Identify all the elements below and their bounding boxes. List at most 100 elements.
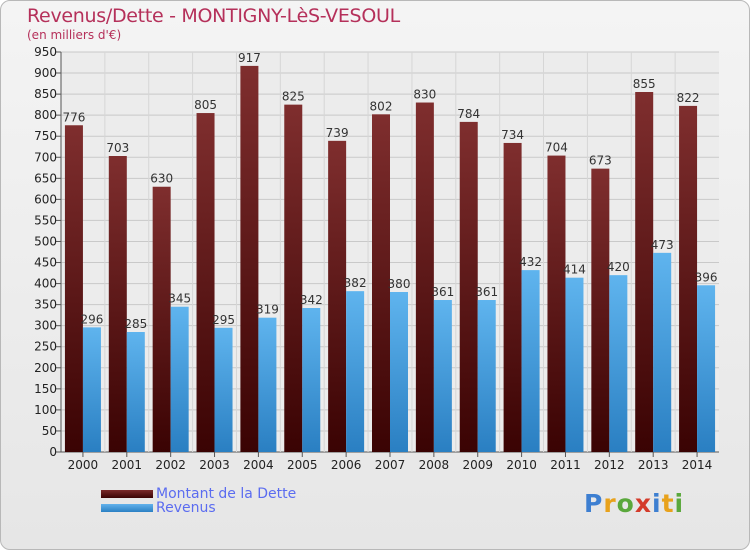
bar-revenus: [433, 300, 452, 452]
data-label-debt: 825: [282, 90, 305, 104]
x-tick-label: 2006: [331, 458, 362, 472]
bar-debt: [415, 102, 434, 453]
x-tick-label: 2000: [68, 458, 99, 472]
data-label-debt: 776: [62, 110, 85, 124]
bar-revenus: [302, 308, 321, 452]
data-label-debt: 784: [457, 107, 480, 121]
y-tick-label: 600: [34, 192, 57, 206]
bars: [64, 65, 716, 453]
data-label-revenus: 361: [431, 285, 454, 299]
x-tick-label: 2014: [682, 458, 713, 472]
x-tick-label: 2004: [243, 458, 274, 472]
data-label-revenus: 432: [519, 255, 542, 269]
data-label-debt: 703: [106, 141, 129, 155]
y-tick-label: 250: [34, 340, 57, 354]
x-tick-label: 2009: [462, 458, 493, 472]
bar-debt: [152, 186, 171, 452]
data-label-debt: 917: [238, 51, 261, 65]
data-label-debt: 830: [413, 88, 436, 102]
y-tick-label: 400: [34, 277, 57, 291]
bar-debt: [64, 125, 83, 453]
data-label-revenus: 473: [651, 238, 674, 252]
bar-debt: [679, 105, 698, 452]
data-label-debt: 734: [501, 128, 524, 142]
bar-revenus: [477, 300, 496, 452]
data-label-revenus: 396: [695, 270, 718, 284]
x-tick-label: 2002: [155, 458, 186, 472]
data-label-debt: 805: [194, 98, 217, 112]
bar-debt: [547, 155, 566, 452]
bar-debt: [108, 156, 127, 452]
data-label-debt: 802: [370, 99, 393, 113]
x-tick-label: 2008: [419, 458, 450, 472]
y-tick-label: 750: [34, 129, 57, 143]
y-tick-label: 350: [34, 298, 57, 312]
bar-revenus: [521, 270, 540, 452]
bar-revenus: [82, 327, 101, 452]
bar-revenus: [214, 327, 233, 452]
bar-debt: [328, 140, 347, 452]
bar-debt: [372, 114, 390, 452]
data-label-debt: 822: [677, 91, 700, 105]
data-label-debt: 704: [545, 141, 568, 155]
y-tick-label: 300: [34, 319, 57, 333]
x-tick-label: 2001: [112, 458, 143, 472]
bar-debt: [591, 168, 610, 452]
bar-revenus: [565, 277, 584, 452]
y-tick-label: 850: [34, 87, 57, 101]
y-tick-label: 150: [34, 382, 57, 396]
data-label-revenus: 414: [563, 263, 586, 277]
y-tick-label: 500: [34, 234, 57, 248]
data-label-revenus: 361: [475, 285, 498, 299]
labels: 0 50 100 150 200 250 300 350 400 450 500 550 600 650 7…: [34, 45, 717, 472]
data-label-revenus: 295: [212, 313, 235, 327]
y-tick-label: 0: [49, 445, 57, 459]
data-label-debt: 739: [326, 126, 349, 140]
data-label-revenus: 382: [344, 276, 367, 290]
bar-revenus: [346, 291, 365, 452]
x-tick-label: 2011: [550, 458, 581, 472]
legend-label-revenus: Revenus: [156, 500, 216, 516]
data-label-revenus: 285: [124, 317, 147, 331]
data-label-revenus: 380: [388, 277, 411, 291]
x-tick-label: 2010: [506, 458, 537, 472]
x-tick-label: 2012: [594, 458, 625, 472]
legend-swatch-revenus: [101, 504, 153, 512]
data-label-revenus: 345: [168, 292, 191, 306]
y-tick-label: 550: [34, 213, 57, 227]
bar-revenus: [390, 292, 408, 452]
bar-debt: [284, 104, 303, 452]
y-tick-label: 900: [34, 66, 57, 80]
bar-revenus: [126, 332, 145, 452]
x-tick-label: 2007: [375, 458, 406, 472]
x-tick-label: 2003: [199, 458, 230, 472]
y-tick-label: 50: [42, 424, 57, 438]
data-label-revenus: 319: [256, 303, 279, 317]
chart-subtitle: (en milliers d'€): [27, 28, 122, 42]
x-tick-label: 2005: [287, 458, 318, 472]
bar-revenus: [609, 275, 628, 452]
y-tick-label: 650: [34, 171, 57, 185]
data-label-revenus: 296: [80, 312, 103, 326]
y-tick-label: 450: [34, 256, 57, 270]
data-label-debt: 673: [589, 154, 612, 168]
bar-debt: [459, 121, 478, 452]
bar-revenus: [697, 285, 716, 452]
bar-debt: [196, 113, 215, 452]
legend-label-debt: Montant de la Dette: [156, 486, 297, 502]
bar-debt: [635, 92, 654, 452]
x-tick-label: 2013: [638, 458, 669, 472]
data-label-revenus: 342: [300, 293, 323, 307]
bar-revenus: [653, 252, 672, 452]
bar-revenus: [170, 306, 189, 452]
y-tick-label: 800: [34, 108, 57, 122]
y-tick-label: 700: [34, 150, 57, 164]
bar-debt: [503, 142, 522, 452]
bar-debt: [240, 65, 259, 452]
chart-title: Revenus/Dette - MONTIGNY-LèS-VESOUL: [27, 5, 400, 27]
data-label-revenus: 420: [607, 260, 630, 274]
proxiti-logo: Proxiti: [584, 489, 685, 518]
bar-revenus: [258, 317, 277, 452]
